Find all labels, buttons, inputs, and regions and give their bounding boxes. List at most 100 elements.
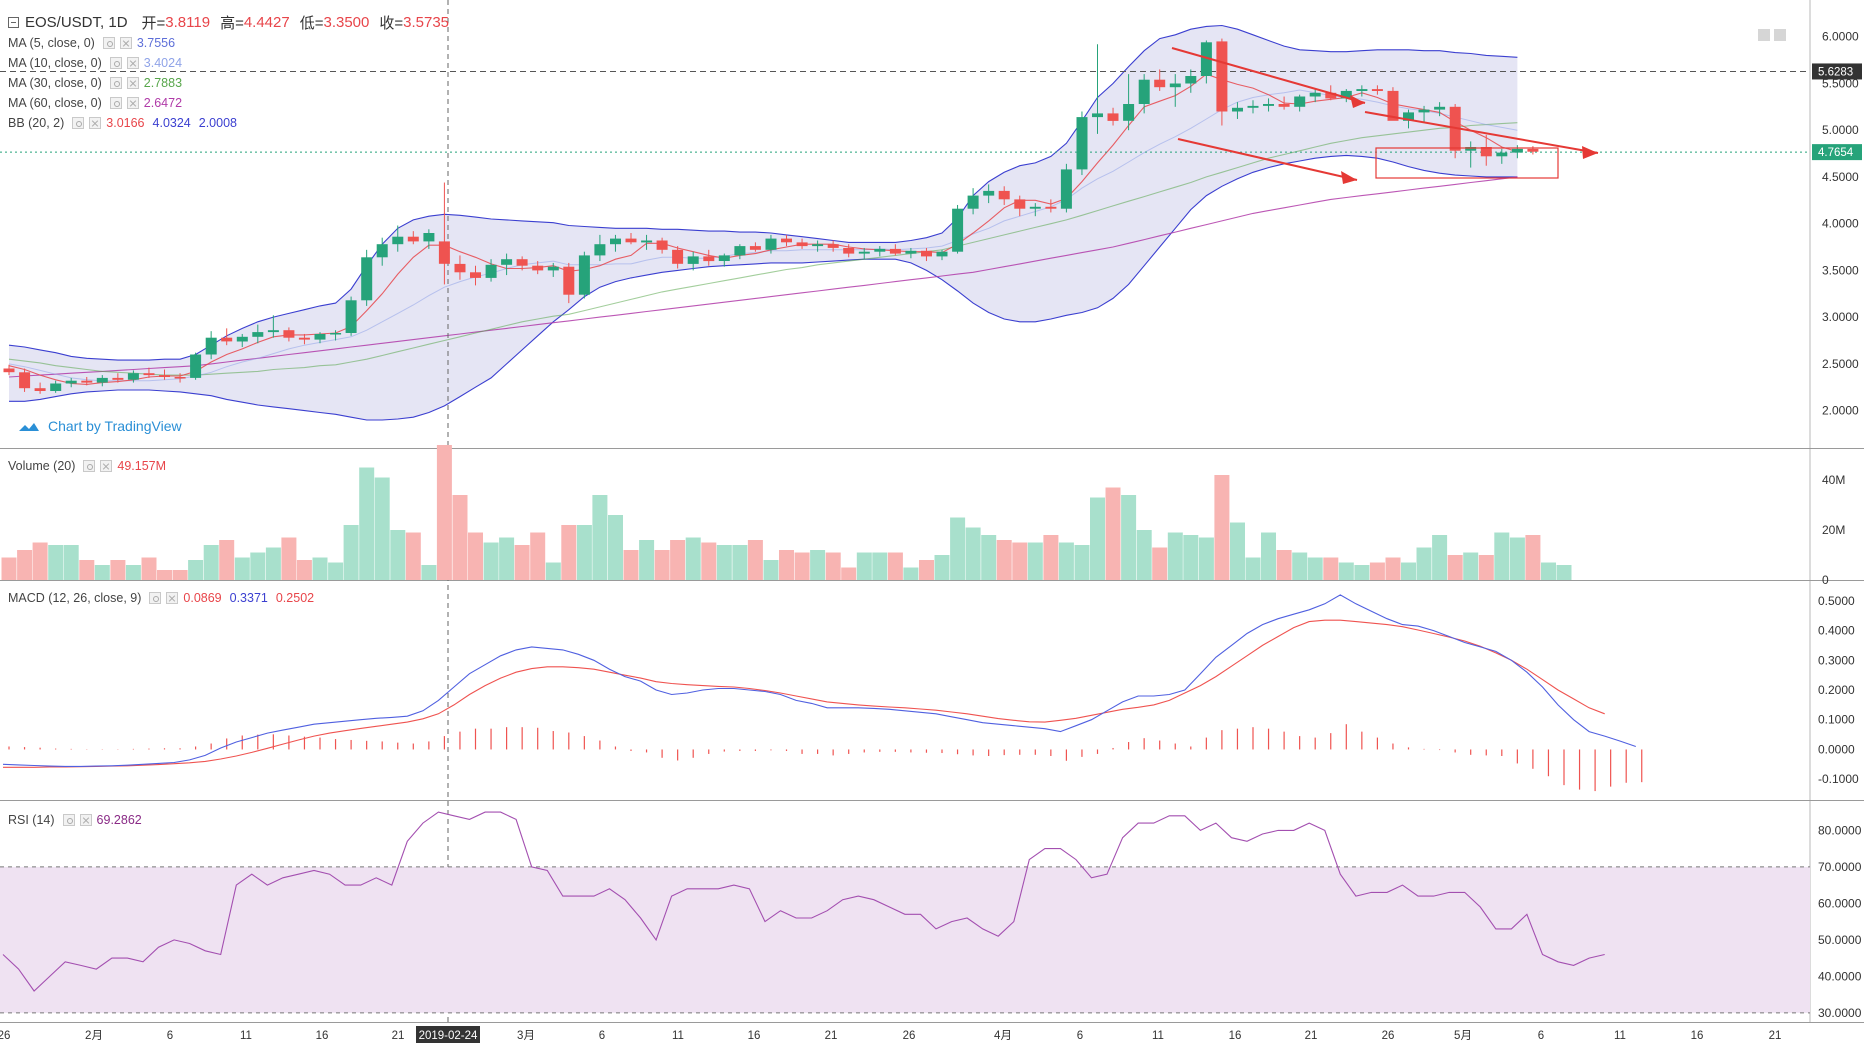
symbol-label[interactable]: EOS/USDT, 1D bbox=[25, 14, 128, 31]
candle-body bbox=[703, 256, 715, 262]
legend-volume-value: 49.157M bbox=[117, 459, 167, 473]
legend-ma5-label[interactable]: MA (5, close, 0) bbox=[8, 36, 95, 50]
close-icon[interactable] bbox=[126, 97, 139, 109]
volume-axis-tick-label: 0 bbox=[1822, 573, 1829, 587]
legend-ma60-label[interactable]: MA (60, close, 0) bbox=[8, 96, 102, 110]
volume-bar bbox=[172, 570, 188, 580]
volume-bar bbox=[716, 545, 732, 580]
volume-bar bbox=[48, 545, 64, 580]
macd-axis-tick-label: -0.1000 bbox=[1818, 772, 1859, 786]
volume-bar bbox=[1525, 535, 1541, 580]
time-axis-tick-label: 6 bbox=[167, 1030, 173, 1042]
volume-bar bbox=[1090, 497, 1105, 580]
volume-bar bbox=[732, 545, 748, 580]
candle-body bbox=[19, 372, 31, 389]
volume-bar bbox=[125, 565, 141, 580]
macd-axis-tick-label: 0.1000 bbox=[1818, 713, 1855, 727]
pane-down-icon[interactable] bbox=[1758, 29, 1770, 41]
volume-bar bbox=[141, 557, 157, 580]
close-icon[interactable] bbox=[79, 814, 92, 826]
eye-icon[interactable] bbox=[109, 97, 122, 109]
time-axis-tick-label: 6 bbox=[599, 1030, 605, 1042]
volume-bar bbox=[1354, 565, 1370, 580]
candle-body bbox=[1278, 104, 1290, 107]
candle-body bbox=[1263, 104, 1274, 106]
candle-body bbox=[1356, 89, 1368, 91]
time-axis-tick-label: 11 bbox=[1152, 1030, 1164, 1042]
legend-volume-label[interactable]: Volume (20) bbox=[8, 459, 76, 473]
eye-icon[interactable] bbox=[102, 37, 115, 49]
volume-bar bbox=[608, 515, 623, 580]
volume-bar bbox=[654, 550, 670, 580]
bollinger-lower-line bbox=[9, 154, 1518, 421]
volume-bar bbox=[312, 557, 328, 580]
volume-bar bbox=[545, 562, 561, 580]
candle-body bbox=[81, 380, 93, 383]
candle-body bbox=[1014, 199, 1026, 209]
legend-bb-label[interactable]: BB (20, 2) bbox=[8, 116, 65, 130]
close-icon[interactable] bbox=[100, 460, 113, 472]
candle-body bbox=[298, 337, 310, 340]
rsi-axis-tick-label: 40.0000 bbox=[1818, 969, 1862, 983]
collapse-icon[interactable] bbox=[8, 17, 19, 28]
legend-macd-value-3: 0.2502 bbox=[275, 591, 315, 605]
legend-ma10-label[interactable]: MA (10, close, 0) bbox=[8, 56, 102, 70]
volume-bar bbox=[1494, 532, 1510, 580]
time-axis-tick-label: 6 bbox=[1077, 1030, 1083, 1042]
volume-bar bbox=[405, 532, 421, 580]
candle-body bbox=[1138, 79, 1150, 104]
volume-bar bbox=[1463, 552, 1479, 580]
close-icon[interactable] bbox=[126, 57, 139, 69]
volume-bar bbox=[810, 550, 826, 580]
candle-body bbox=[267, 330, 279, 333]
volume-axis-tick-label: 40M bbox=[1822, 473, 1845, 487]
legend-ma60-value: 2.6472 bbox=[143, 96, 183, 110]
candle-body bbox=[1185, 76, 1197, 84]
volume-bar bbox=[421, 565, 437, 580]
close-icon[interactable] bbox=[126, 77, 139, 89]
candle-body bbox=[438, 241, 450, 264]
eye-icon[interactable] bbox=[72, 117, 85, 129]
volume-bar bbox=[903, 567, 919, 580]
volume-bar bbox=[1136, 530, 1152, 580]
legend-ma30-label[interactable]: MA (30, close, 0) bbox=[8, 76, 102, 90]
close-icon[interactable] bbox=[119, 37, 132, 49]
candle-body bbox=[1232, 107, 1243, 112]
time-axis-tick-label: 4月 bbox=[994, 1030, 1012, 1042]
eye-icon[interactable] bbox=[149, 592, 162, 604]
pane-maximize-icon[interactable] bbox=[1774, 29, 1786, 41]
time-axis-tick-label: 2月 bbox=[85, 1030, 103, 1042]
time-axis-tick-label: 5月 bbox=[1454, 1030, 1472, 1042]
volume-bar bbox=[94, 565, 110, 580]
candle-body bbox=[516, 259, 528, 266]
close-icon[interactable] bbox=[89, 117, 102, 129]
legend-rsi-label[interactable]: RSI (14) bbox=[8, 813, 55, 827]
candle-body bbox=[205, 337, 217, 355]
candle-body bbox=[252, 332, 264, 337]
tradingview-watermark[interactable]: Chart by TradingView bbox=[18, 418, 182, 434]
legend-volume: Volume (20) 49.157M bbox=[8, 459, 174, 473]
candle-body bbox=[330, 333, 342, 335]
volume-bar bbox=[468, 532, 483, 580]
candle-body bbox=[1045, 206, 1057, 209]
macd-signal-line bbox=[3, 619, 1605, 768]
volume-bar bbox=[670, 540, 686, 580]
eye-icon[interactable] bbox=[109, 57, 122, 69]
price-axis-tick-label: 5.0000 bbox=[1822, 123, 1859, 137]
arrow-head-icon bbox=[1341, 171, 1357, 184]
time-axis-tick-label: 16 bbox=[748, 1030, 761, 1042]
candle-body bbox=[314, 334, 326, 340]
candle-body bbox=[594, 244, 606, 256]
legend-macd-label[interactable]: MACD (12, 26, close, 9) bbox=[8, 591, 142, 605]
eye-icon[interactable] bbox=[109, 77, 122, 89]
volume-bar bbox=[1261, 532, 1276, 580]
close-icon[interactable] bbox=[166, 592, 179, 604]
eye-icon[interactable] bbox=[62, 814, 75, 826]
volume-bar bbox=[296, 560, 312, 580]
candle-body bbox=[423, 233, 435, 242]
candle-body bbox=[687, 256, 699, 264]
eye-icon[interactable] bbox=[83, 460, 96, 472]
volume-bar bbox=[219, 540, 235, 580]
candle-body bbox=[65, 380, 77, 384]
volume-bar bbox=[1012, 542, 1028, 580]
